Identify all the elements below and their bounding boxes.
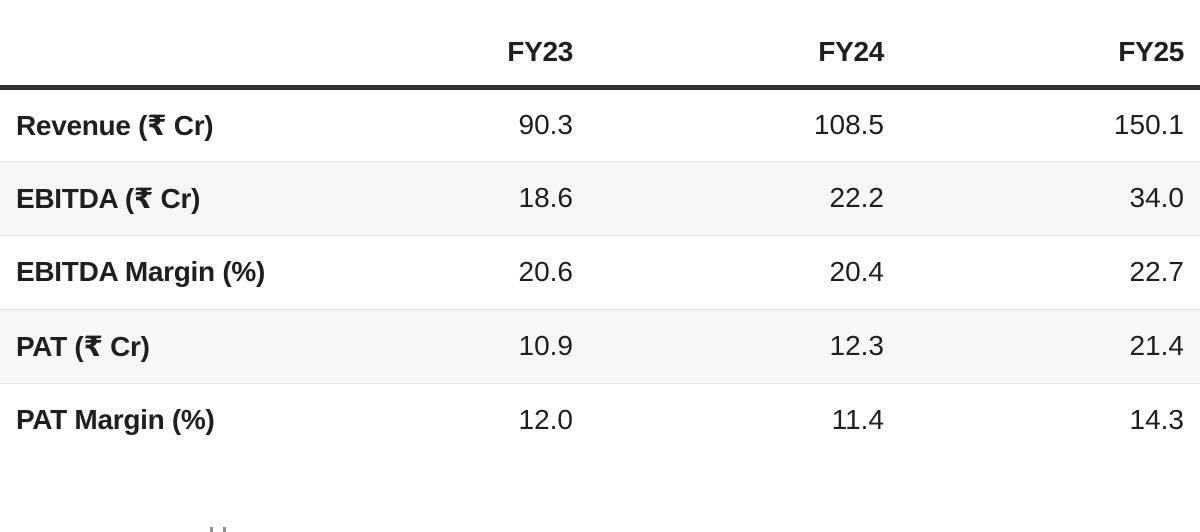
cell-value: 150.1 bbox=[900, 87, 1200, 162]
cell-value: 18.6 bbox=[289, 161, 589, 236]
header-row: FY23 FY24 FY25 bbox=[0, 0, 1200, 90]
table-row-ebitda-margin: EBITDA Margin (%) 20.6 20.4 22.7 bbox=[0, 235, 1200, 310]
table-row-ebitda: EBITDA (₹ Cr) 18.6 22.2 34.0 bbox=[0, 161, 1200, 236]
header-metric bbox=[0, 0, 289, 90]
row-label: PAT (₹ Cr) bbox=[0, 309, 289, 384]
cell-value: 22.7 bbox=[900, 235, 1200, 310]
cell-value: 22.2 bbox=[589, 161, 900, 236]
cell-value: 11.4 bbox=[589, 383, 900, 457]
row-label: EBITDA Margin (%) bbox=[0, 235, 289, 310]
cell-value: 12.3 bbox=[589, 309, 900, 384]
cell-value: 21.4 bbox=[900, 309, 1200, 384]
cell-value: 10.9 bbox=[289, 309, 589, 384]
cell-value: 34.0 bbox=[900, 161, 1200, 236]
table-body: Revenue (₹ Cr) 90.3 108.5 150.1 EBITDA (… bbox=[0, 87, 1200, 457]
table-header: FY23 FY24 FY25 bbox=[0, 0, 1200, 90]
row-label: Revenue (₹ Cr) bbox=[0, 87, 289, 162]
table-row-pat: PAT (₹ Cr) 10.9 12.3 21.4 bbox=[0, 309, 1200, 384]
cell-value: 12.0 bbox=[289, 383, 589, 457]
cell-value: 20.6 bbox=[289, 235, 589, 310]
cropped-glyph-dot bbox=[210, 527, 213, 532]
cell-value: 20.4 bbox=[589, 235, 900, 310]
header-fy25: FY25 bbox=[900, 0, 1200, 90]
row-label: PAT Margin (%) bbox=[0, 383, 289, 457]
header-fy23: FY23 bbox=[289, 0, 589, 90]
cell-value: 90.3 bbox=[289, 87, 589, 162]
row-label: EBITDA (₹ Cr) bbox=[0, 161, 289, 236]
financials-table: FY23 FY24 FY25 Revenue (₹ Cr) 90.3 108.5… bbox=[0, 0, 1200, 457]
cell-value: 14.3 bbox=[900, 383, 1200, 457]
cell-value: 108.5 bbox=[589, 87, 900, 162]
table-row-pat-margin: PAT Margin (%) 12.0 11.4 14.3 bbox=[0, 383, 1200, 457]
cropped-glyph-dot bbox=[223, 527, 226, 532]
table-row-revenue: Revenue (₹ Cr) 90.3 108.5 150.1 bbox=[0, 87, 1200, 162]
header-fy24: FY24 bbox=[589, 0, 900, 90]
